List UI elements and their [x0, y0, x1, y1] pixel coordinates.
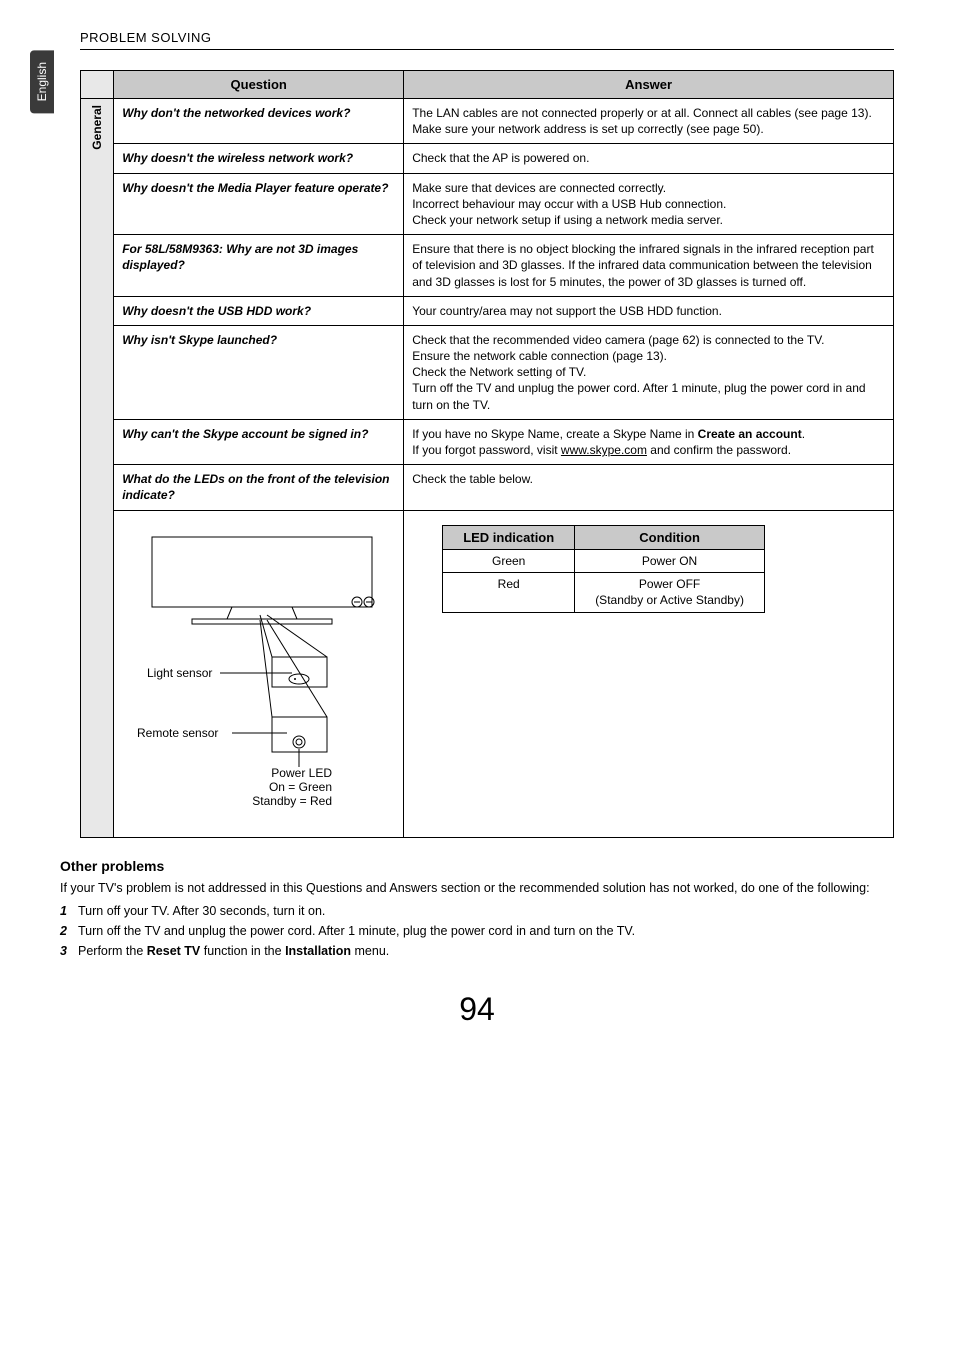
a-cell: Check that the AP is powered on. — [404, 144, 894, 173]
a-cell: Check the table below. — [404, 465, 894, 510]
q-cell: Why don't the networked devices work? — [114, 99, 404, 144]
a-cell: Ensure that there is no object blocking … — [404, 235, 894, 297]
q-cell: For 58L/58M9363: Why are not 3D images d… — [114, 235, 404, 297]
category-cell: General — [81, 99, 114, 838]
diagram-cell: Light sensor Remote sensor Power LED On … — [114, 510, 404, 837]
a-cell: Check that the recommended video camera … — [404, 325, 894, 419]
other-heading: Other problems — [60, 858, 894, 874]
led-row: Green — [443, 550, 575, 573]
standby-red-label: Standby = Red — [252, 794, 332, 808]
led-table: LED indication Condition Green Power ON … — [442, 525, 765, 613]
a-cell: Make sure that devices are connected cor… — [404, 173, 894, 235]
other-intro: If your TV's problem is not addressed in… — [60, 880, 894, 898]
led-ind-header: LED indication — [443, 525, 575, 550]
led-row: Red — [443, 573, 575, 612]
on-green-label: On = Green — [269, 780, 332, 794]
list-item: Turn off the TV and unplug the power cor… — [60, 921, 894, 941]
page-content: PROBLEM SOLVING Question Answer General … — [0, 0, 954, 1068]
q-cell: Why doesn't the USB HDD work? — [114, 296, 404, 325]
led-table-cell: LED indication Condition Green Power ON … — [404, 510, 894, 837]
remote-sensor-label: Remote sensor — [137, 726, 218, 740]
led-cond-header: Condition — [575, 525, 765, 550]
a-cell: If you have no Skype Name, create a Skyp… — [404, 419, 894, 464]
qa-table: Question Answer General Why don't the ne… — [80, 70, 894, 838]
other-list: Turn off your TV. After 30 seconds, turn… — [60, 901, 894, 961]
list-item: Perform the Reset TV function in the Ins… — [60, 941, 894, 961]
q-cell: Why isn't Skype launched? — [114, 325, 404, 419]
led-row: Power ON — [575, 550, 765, 573]
q-cell: Why doesn't the Media Player feature ope… — [114, 173, 404, 235]
section-header: PROBLEM SOLVING — [80, 30, 894, 50]
a-cell: The LAN cables are not connected properl… — [404, 99, 894, 144]
col-answer: Answer — [404, 71, 894, 99]
q-cell: Why doesn't the wireless network work? — [114, 144, 404, 173]
q-cell: What do the LEDs on the front of the tel… — [114, 465, 404, 510]
list-item: Turn off your TV. After 30 seconds, turn… — [60, 901, 894, 921]
power-led-label: Power LED — [271, 766, 332, 780]
light-sensor-label: Light sensor — [147, 666, 212, 680]
a-cell: Your country/area may not support the US… — [404, 296, 894, 325]
tv-diagram: Light sensor Remote sensor Power LED On … — [132, 527, 392, 817]
q-cell: Why can't the Skype account be signed in… — [114, 419, 404, 464]
col-question: Question — [114, 71, 404, 99]
page-number: 94 — [60, 991, 894, 1028]
language-tab: English — [30, 50, 54, 113]
led-row: Power OFF (Standby or Active Standby) — [575, 573, 765, 612]
